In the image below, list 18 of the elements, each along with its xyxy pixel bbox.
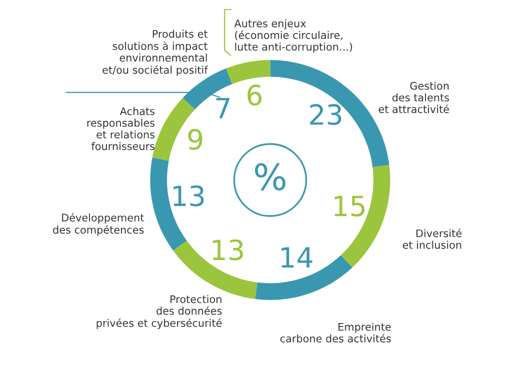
data-label: 7 (216, 98, 230, 118)
data-label: 13 (212, 239, 243, 260)
slice-label: Protection des données privées et cybersécurité (96, 295, 222, 329)
data-label: 15 (334, 196, 364, 217)
donut-slice (226, 60, 270, 84)
slice-label: Développement des compétences (53, 213, 144, 236)
slice-label: Produits et solutions à impact environnemental et/ou sociétal positif (102, 30, 208, 76)
data-label: 23 (310, 104, 342, 126)
slice-label: Diversité et inclusion (402, 228, 462, 249)
slice-label: Autres enjeux (économie circulaire, lutte anti-corruption...) (234, 19, 352, 53)
text: % (255, 163, 286, 190)
data-label: 14 (282, 247, 312, 268)
data-label: 13 (174, 185, 204, 206)
data-label: 6 (248, 84, 262, 106)
slice-label: Empreinte carbone des activités (280, 322, 391, 342)
data-label: 9 (188, 128, 202, 150)
slice-label: Achats responsables et relations fournisseurs (87, 107, 154, 150)
slice-label: Gestion des talents et attractivité (378, 82, 449, 114)
